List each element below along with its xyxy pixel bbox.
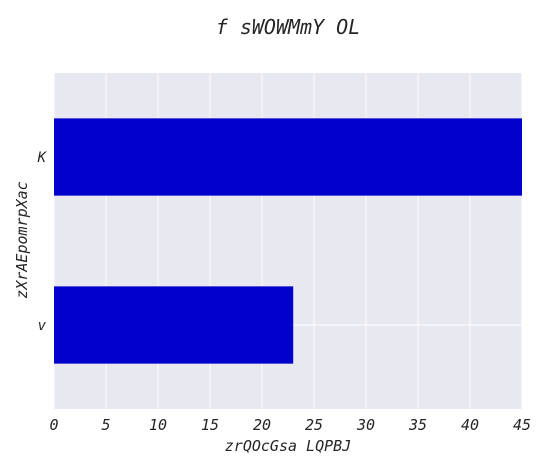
x-tick-label-4: 20 <box>253 416 271 434</box>
y-tick-label-1: v <box>38 318 47 334</box>
x-tick-label-9: 45 <box>513 416 531 434</box>
x-tick-label-2: 10 <box>149 416 167 434</box>
chart-title: f sWOWMmY OL <box>216 15 361 39</box>
x-tick-label-6: 30 <box>356 416 375 434</box>
bars <box>54 118 522 364</box>
bar-v <box>54 286 294 364</box>
y-tick-labels: Kv <box>37 150 48 334</box>
x-tick-label-0: 0 <box>49 416 58 434</box>
x-tick-label-5: 25 <box>305 416 323 434</box>
x-axis-label: zrQOcGsa LQPBJ <box>225 437 351 455</box>
bar-K <box>54 118 522 196</box>
y-tick-label-0: K <box>37 150 48 166</box>
x-tick-label-3: 15 <box>201 416 219 434</box>
x-tick-label-7: 35 <box>408 416 427 434</box>
x-tick-label-1: 5 <box>101 416 110 434</box>
x-tick-labels: 0 5 10 15 20 25 30 35 40 45 <box>49 416 531 434</box>
x-tick-label-8: 40 <box>461 416 479 434</box>
y-axis-label: zXrAEpomrpXac <box>13 181 31 298</box>
